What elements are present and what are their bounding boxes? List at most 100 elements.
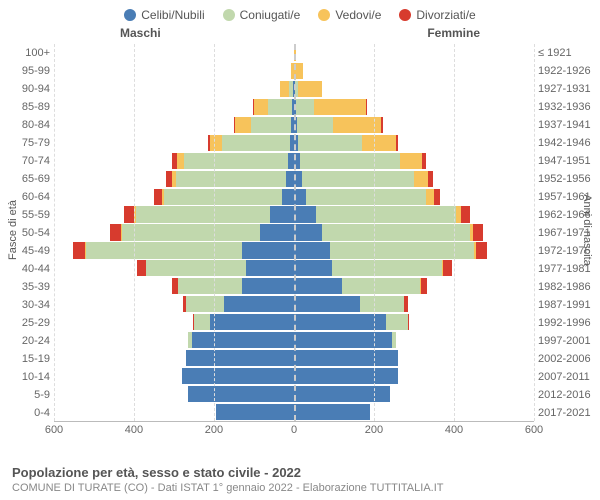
female-bar: [294, 242, 534, 258]
segment: [294, 386, 390, 402]
male-bar: [54, 153, 294, 169]
x-tick-label: 200: [205, 424, 223, 436]
segment: [366, 99, 367, 115]
birth-label: 1947-1951: [538, 152, 600, 170]
segment: [300, 153, 400, 169]
segment: [294, 224, 322, 240]
female-bar: [294, 332, 534, 348]
age-label: 5-9: [0, 386, 50, 404]
segment: [270, 206, 294, 222]
chart-title: Popolazione per età, sesso e stato civil…: [12, 465, 444, 480]
segment: [297, 117, 333, 133]
female-bar: [294, 224, 534, 240]
footer: Popolazione per età, sesso e stato civil…: [12, 465, 444, 494]
segment: [224, 296, 294, 312]
male-bar: [54, 386, 294, 402]
segment: [242, 278, 294, 294]
age-label: 40-44: [0, 260, 50, 278]
female-bar: [294, 404, 534, 420]
segment: [146, 260, 246, 276]
male-bar: [54, 404, 294, 420]
segment: [294, 350, 398, 366]
age-label: 10-14: [0, 368, 50, 386]
birth-label: 1922-1926: [538, 62, 600, 80]
female-bar: [294, 117, 534, 133]
segment: [137, 260, 146, 276]
legend-swatch: [124, 9, 136, 21]
legend: Celibi/NubiliConiugati/eVedovi/eDivorzia…: [0, 0, 600, 26]
segment: [404, 296, 408, 312]
birth-label: 1972-1976: [538, 242, 600, 260]
birth-label: 1927-1931: [538, 80, 600, 98]
x-tick-label: 200: [365, 424, 383, 436]
segment: [122, 224, 260, 240]
legend-label: Divorziati/e: [416, 8, 475, 22]
legend-label: Celibi/Nubili: [141, 8, 204, 22]
male-bar: [54, 350, 294, 366]
segment: [178, 278, 242, 294]
age-label: 35-39: [0, 278, 50, 296]
birth-label: 1942-1946: [538, 134, 600, 152]
segment: [421, 278, 427, 294]
gridline: [454, 44, 455, 421]
segment: [294, 278, 342, 294]
birth-label: 1962-1966: [538, 206, 600, 224]
segment: [298, 81, 322, 97]
female-bar: [294, 296, 534, 312]
female-bar: [294, 99, 534, 115]
segment: [461, 206, 470, 222]
female-bar: [294, 189, 534, 205]
segment: [392, 332, 396, 348]
segment: [210, 314, 294, 330]
segment: [294, 242, 330, 258]
legend-item: Vedovi/e: [318, 8, 381, 22]
female-bar: [294, 278, 534, 294]
segment: [422, 153, 426, 169]
segment: [342, 278, 420, 294]
legend-swatch: [399, 9, 411, 21]
segment: [396, 135, 398, 151]
male-bar: [54, 117, 294, 133]
segment: [434, 189, 440, 205]
male-bar: [54, 260, 294, 276]
male-bar: [54, 81, 294, 97]
legend-item: Divorziati/e: [399, 8, 475, 22]
segment: [164, 189, 282, 205]
segment: [294, 314, 386, 330]
segment: [400, 153, 422, 169]
plot-area: [54, 44, 534, 422]
gridline: [54, 44, 55, 421]
segment: [280, 81, 289, 97]
center-line: [294, 44, 296, 421]
age-label: 75-79: [0, 134, 50, 152]
age-label: 50-54: [0, 224, 50, 242]
birth-label: 2012-2016: [538, 386, 600, 404]
female-bar: [294, 260, 534, 276]
segment: [302, 171, 414, 187]
birth-label: 2017-2021: [538, 404, 600, 422]
segment: [314, 99, 366, 115]
gridline: [534, 44, 535, 421]
age-label: 0-4: [0, 404, 50, 422]
segment: [381, 117, 383, 133]
female-bar: [294, 206, 534, 222]
segment: [386, 314, 408, 330]
segment: [362, 135, 396, 151]
segment: [322, 224, 470, 240]
header-female: Femmine: [427, 26, 480, 40]
segment: [251, 117, 291, 133]
segment: [86, 242, 242, 258]
legend-swatch: [318, 9, 330, 21]
segment: [443, 260, 452, 276]
birth-label: 1992-1996: [538, 314, 600, 332]
age-label: 45-49: [0, 242, 50, 260]
age-label: 70-74: [0, 152, 50, 170]
segment: [426, 189, 434, 205]
segment: [294, 404, 370, 420]
segment: [177, 153, 184, 169]
segment: [282, 189, 294, 205]
segment: [124, 206, 134, 222]
chart-container: Celibi/NubiliConiugati/eVedovi/eDivorzia…: [0, 0, 600, 500]
segment: [186, 296, 224, 312]
female-bar: [294, 135, 534, 151]
